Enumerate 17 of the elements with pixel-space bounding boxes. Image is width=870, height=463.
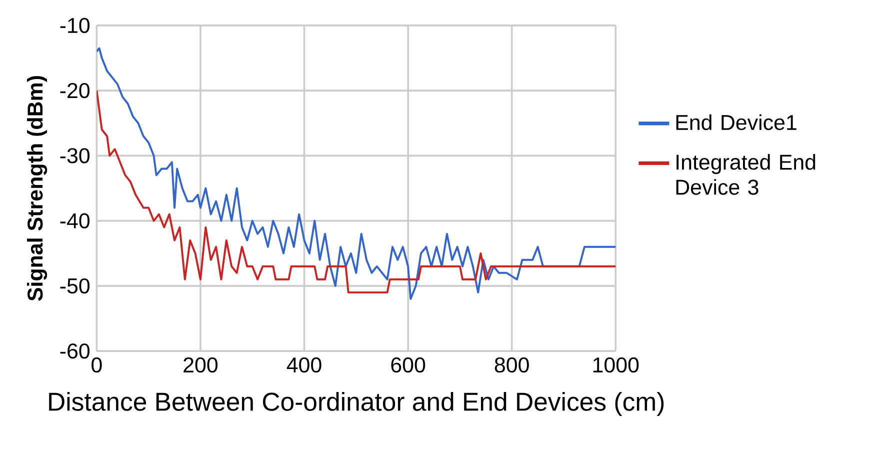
y-tick-label: -60	[60, 343, 90, 359]
x-tick-label: 1000	[593, 357, 639, 373]
y-tick-label: -30	[60, 148, 90, 164]
x-axis-title: Distance Between Co-ordinator and End Devices (cm)	[49, 392, 664, 416]
y-tick-label: -20	[60, 82, 90, 98]
x-tick-label: 400	[286, 357, 322, 373]
y-axis-title: Signal Strength (dBm)	[26, 76, 48, 301]
line-series	[96, 90, 616, 294]
x-tick-label: 600	[391, 357, 426, 373]
x-tick-label: 800	[494, 357, 529, 373]
y-tick-label: -50	[60, 278, 90, 294]
legend-label: Integrated End Device 3	[676, 154, 816, 195]
x-tick-label: 0	[92, 357, 102, 373]
x-tick-label: 200	[184, 357, 218, 373]
y-tick-label: -10	[60, 18, 90, 34]
legend-label: End Device1	[676, 114, 796, 130]
y-tick-label: -40	[60, 213, 90, 228]
